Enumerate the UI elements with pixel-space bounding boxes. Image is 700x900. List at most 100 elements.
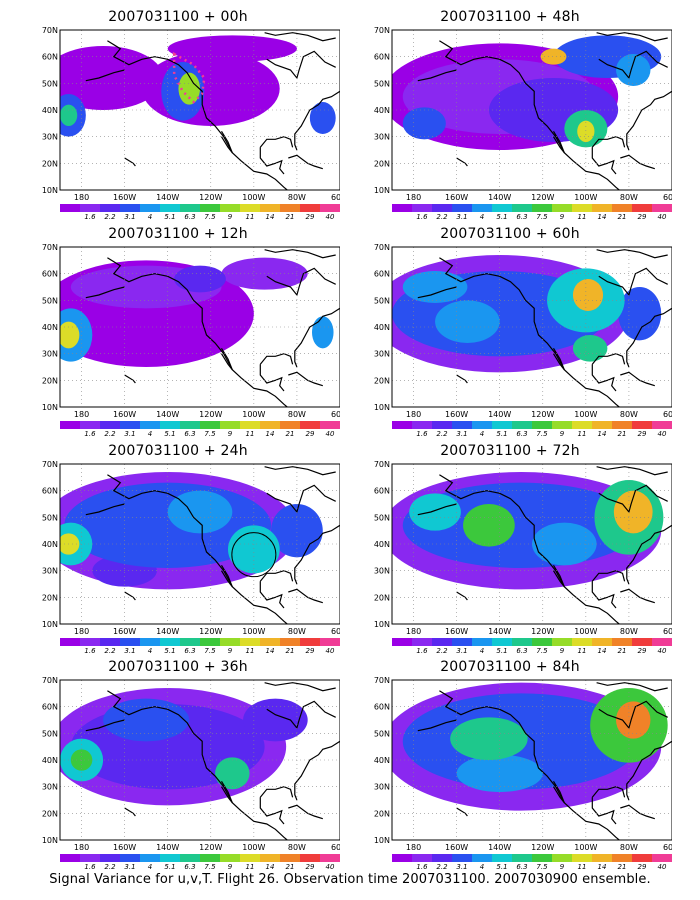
lon-label: 180 [74, 410, 89, 419]
lon-label: 160W [113, 627, 136, 636]
legend-label: 21 [285, 213, 295, 221]
legend-label: 21 [617, 647, 627, 655]
legend-swatch [60, 421, 80, 429]
legend-swatch [220, 854, 240, 862]
legend-swatch [220, 204, 240, 212]
legend-label: 4 [147, 430, 153, 438]
coastline [85, 719, 125, 732]
coastline [598, 484, 668, 514]
legend-label: 2.2 [104, 647, 116, 655]
legend-swatch [532, 421, 552, 429]
lat-label: 10N [374, 836, 390, 845]
lat-label: 60N [374, 270, 390, 279]
legend-label: 4 [479, 863, 485, 871]
legend-label: 14 [265, 213, 275, 221]
lon-label: 60W [663, 410, 672, 419]
legend-swatch [572, 421, 592, 429]
lon-label: 100W [574, 193, 597, 202]
legend-swatch [432, 638, 452, 646]
legend-swatch [532, 204, 552, 212]
legend-label: 2.2 [436, 213, 448, 221]
legend-swatch [552, 421, 572, 429]
legend-label: 2.2 [436, 430, 448, 438]
lon-label: 100W [574, 627, 597, 636]
legend-swatch [612, 204, 632, 212]
legend-label: 11 [577, 430, 587, 438]
legend-swatch [160, 421, 180, 429]
legend-swatch [280, 638, 300, 646]
legend-label: 2.2 [104, 213, 116, 221]
legend-label: 1.6 [416, 647, 428, 655]
legend-label: 3.1 [124, 863, 136, 871]
legend-swatch [80, 204, 100, 212]
legend-swatch [592, 638, 612, 646]
legend-label: 7.5 [204, 213, 216, 221]
legend-swatch [652, 204, 672, 212]
legend-label: 3.1 [456, 863, 468, 871]
legend-swatch [432, 421, 452, 429]
lon-label: 160W [113, 843, 136, 852]
legend-swatch [532, 638, 552, 646]
coastline [220, 130, 233, 154]
legend-swatch [100, 204, 120, 212]
coastline [598, 50, 668, 80]
legend-label: 6.3 [516, 863, 528, 871]
lat-label: 60N [42, 270, 58, 279]
variance-contour [312, 316, 334, 349]
legend-label: 4 [479, 647, 485, 655]
legend-swatch [592, 854, 612, 862]
legend-swatch [552, 854, 572, 862]
lon-label: 60W [331, 627, 340, 636]
coastline [439, 690, 621, 840]
map-panel-2: 70N 60N 50N 40N 30N 20N 10N 180 160W 140W 120W 100W… [350, 8, 672, 222]
legend-label: 1.6 [84, 647, 96, 655]
lon-label: 60W [331, 410, 340, 419]
coastline [259, 581, 285, 609]
coastline [259, 147, 285, 175]
legend-swatch [280, 421, 300, 429]
legend-swatch [200, 421, 220, 429]
legend-label: 21 [285, 430, 295, 438]
lat-label: 20N [374, 376, 390, 385]
coastline [591, 797, 617, 825]
coastline [288, 588, 323, 604]
legend-swatch [452, 421, 472, 429]
lat-label: 50N [374, 296, 390, 305]
lon-label: 140W [488, 410, 511, 419]
lat-label: 70N [374, 676, 390, 685]
legend-label: 5.1 [164, 647, 176, 655]
panel-title: 2007031100 + 36h [108, 659, 248, 675]
legend-swatch [412, 204, 432, 212]
lat-label: 30N [374, 783, 390, 792]
lon-label: 160W [445, 843, 468, 852]
legend-label: 6.3 [516, 647, 528, 655]
legend-label: 29 [305, 213, 315, 221]
lat-label: 40N [374, 106, 390, 115]
variance-contour [174, 265, 226, 293]
legend-swatch [80, 421, 100, 429]
lat-label: 40N [42, 323, 58, 332]
coastline [288, 804, 323, 820]
legend-swatch [200, 204, 220, 212]
legend-swatch [612, 854, 632, 862]
variance-contour [60, 321, 80, 349]
lat-label: 30N [42, 567, 58, 576]
legend-swatch [100, 854, 120, 862]
legend-swatch [60, 638, 80, 646]
lon-label: 100W [242, 193, 265, 202]
legend-label: 29 [637, 647, 647, 655]
lon-label: 140W [156, 843, 179, 852]
lat-label: 20N [42, 376, 58, 385]
coastline [124, 807, 136, 817]
lon-label: 180 [406, 627, 421, 636]
lon-label: 160W [445, 627, 468, 636]
variance-contour [616, 701, 651, 739]
map-panel-6: 70N 60N 50N 40N 30N 20N 10N 180 160W 140W 120W 100W… [350, 442, 672, 656]
coastline [552, 130, 565, 154]
legend-swatch [280, 204, 300, 212]
legend-label: 11 [245, 213, 255, 221]
legend-label: 4 [147, 647, 153, 655]
legend-swatch [240, 854, 260, 862]
legend-swatch [532, 854, 552, 862]
lat-label: 50N [374, 513, 390, 522]
